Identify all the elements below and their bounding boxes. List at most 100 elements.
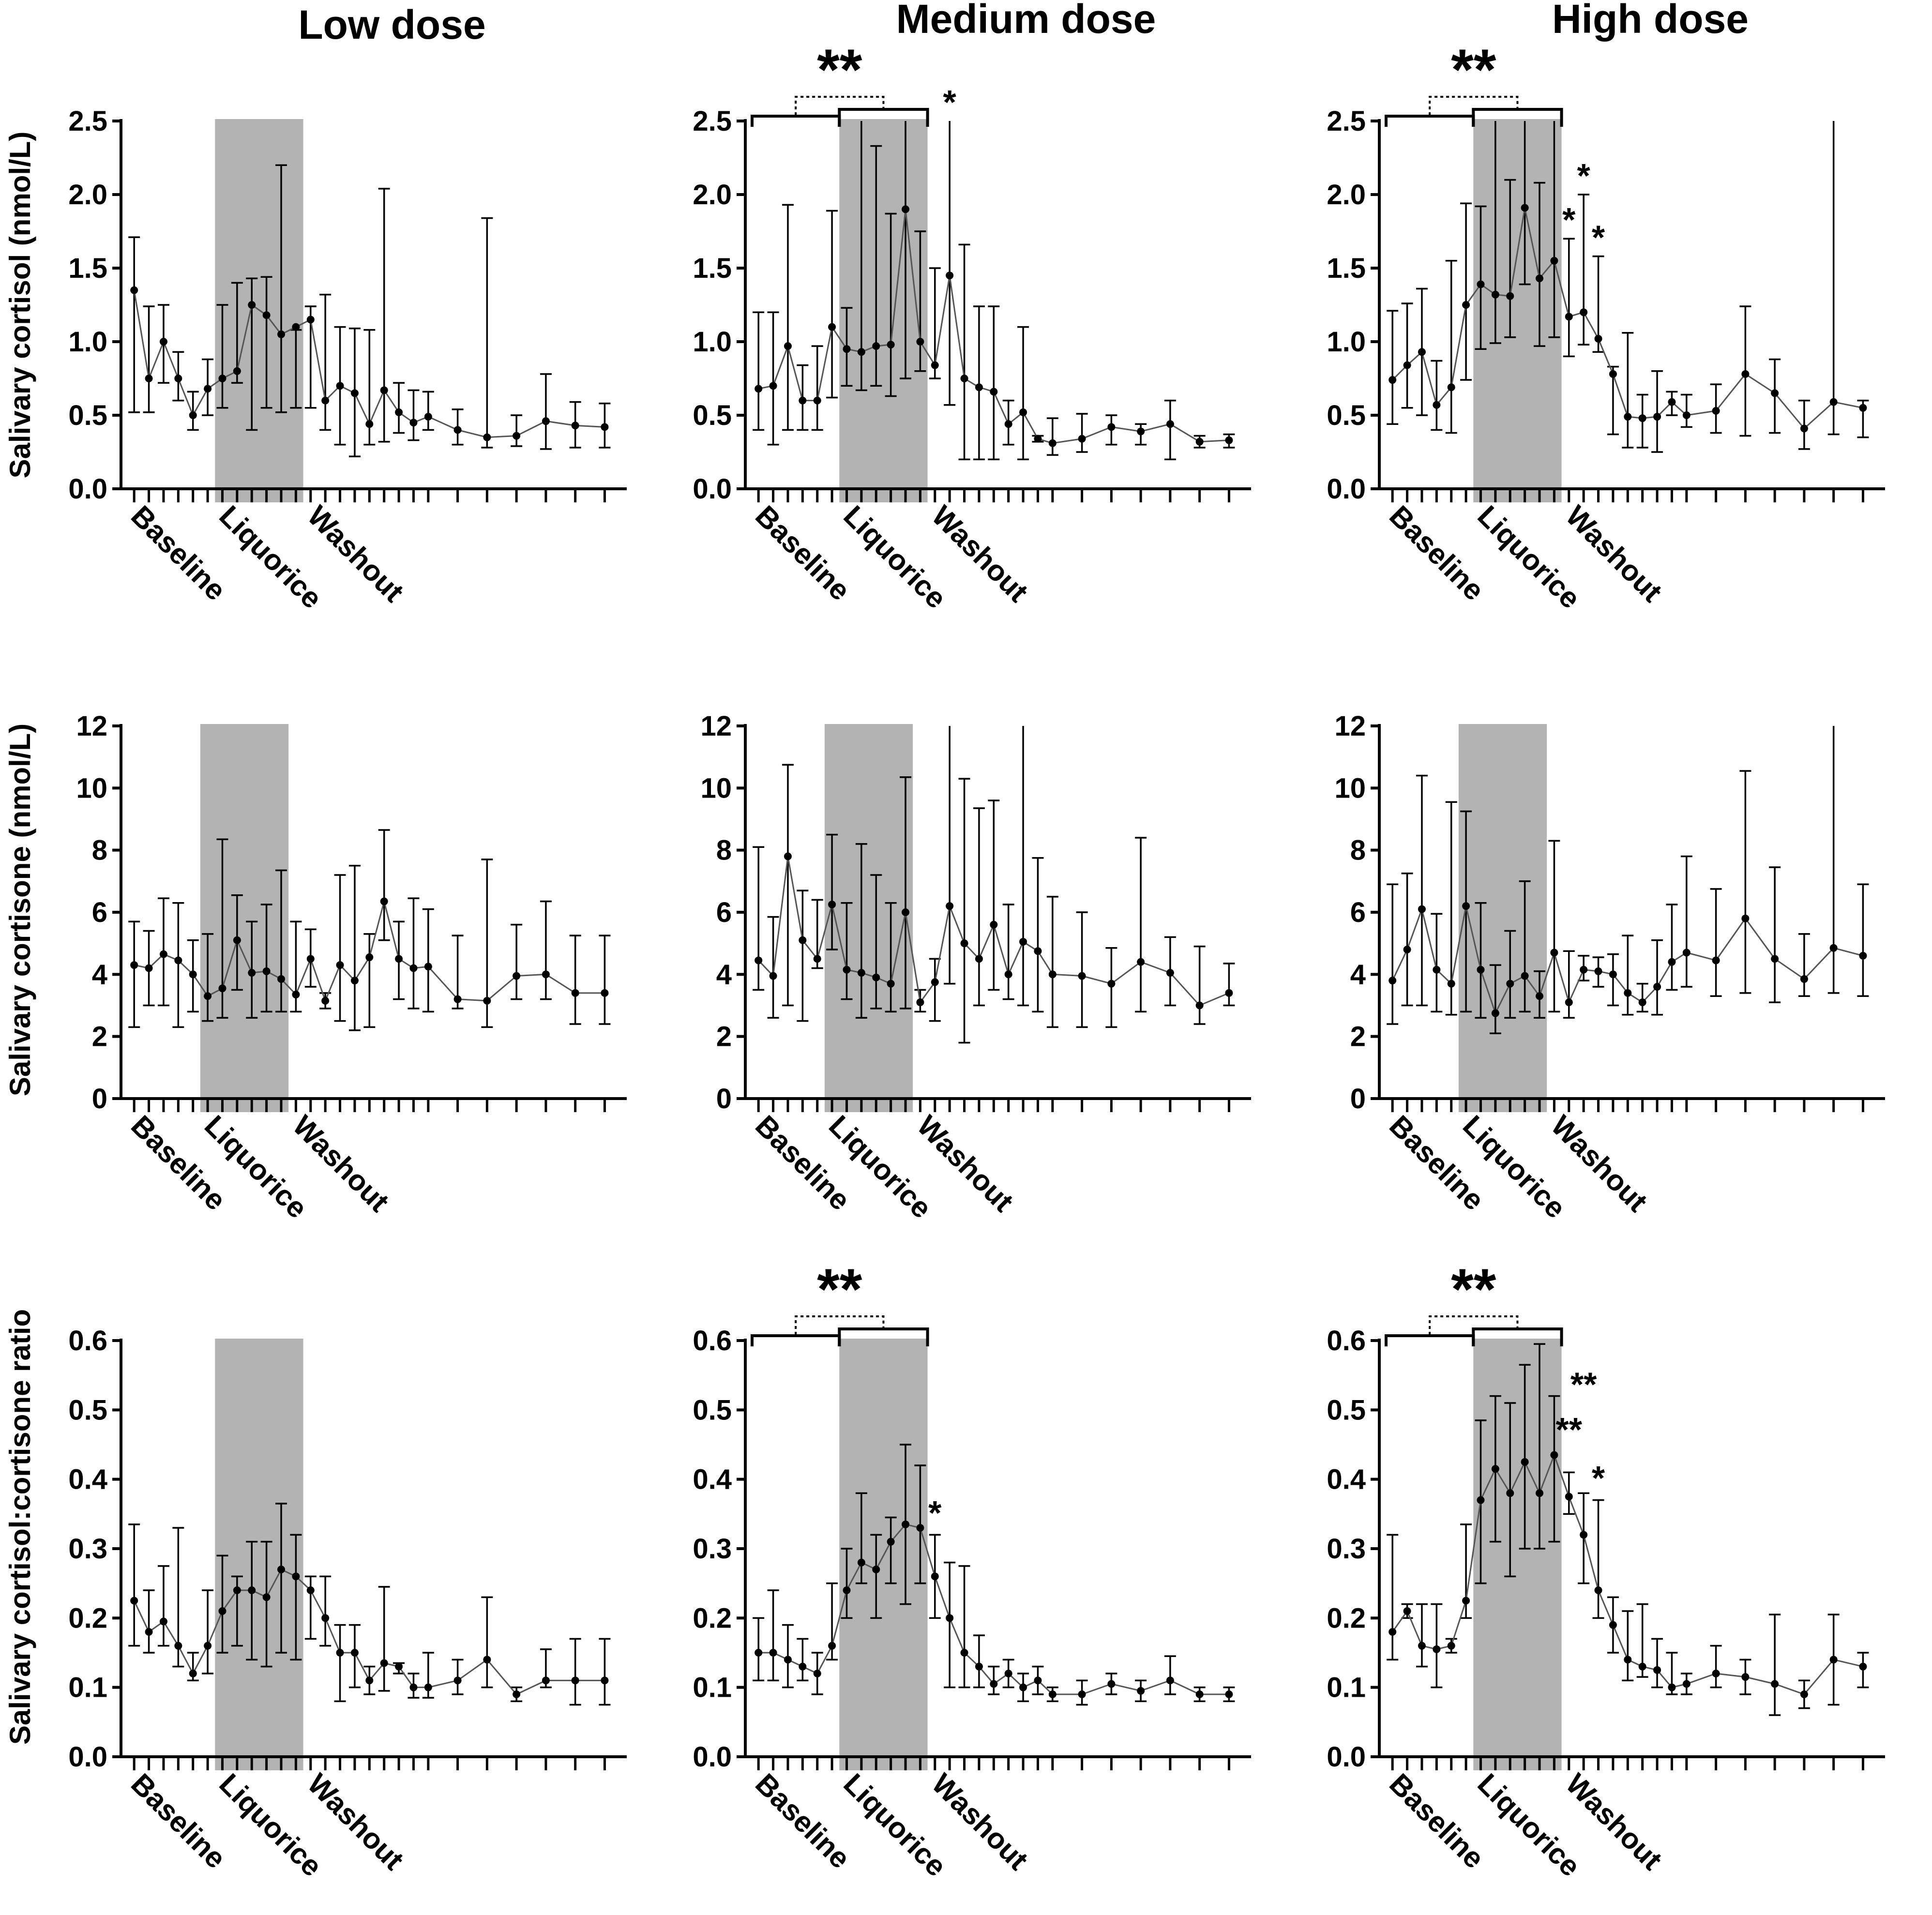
data-point: [204, 992, 212, 1000]
y-tick-label: 0.5: [693, 400, 732, 431]
y-tick-label: 0.0: [693, 1741, 732, 1773]
liquorice-shade: [200, 724, 289, 1112]
data-point: [321, 396, 330, 405]
data-point: [1624, 413, 1632, 421]
data-point: [380, 386, 388, 394]
data-point: [1004, 420, 1012, 428]
data-point: [1712, 1670, 1720, 1677]
comparison-bracket-dotted: [1429, 96, 1519, 115]
data-point: [571, 989, 579, 997]
liquorice-shade: [215, 1339, 303, 1770]
data-point: [843, 345, 851, 353]
data-point: [395, 1662, 403, 1671]
data-point: [1078, 972, 1086, 980]
data-point: [1403, 361, 1411, 369]
data-point: [769, 972, 777, 980]
y-tick-label: 0.1: [68, 1672, 107, 1704]
data-point: [931, 361, 939, 369]
y-tick-label: 1.0: [1327, 326, 1366, 358]
data-point: [542, 1676, 550, 1685]
data-point: [365, 420, 374, 428]
data-point: [1506, 292, 1514, 300]
y-tick-label: 2.5: [693, 106, 732, 137]
panel-0-2: 0.00.51.01.52.02.5BaselineLiquoriceWasho…: [1327, 37, 1885, 615]
data-point: [1004, 1670, 1012, 1677]
data-point: [248, 969, 256, 977]
data-point: [946, 271, 954, 280]
data-point: [336, 382, 344, 390]
significance-marker: **: [817, 1257, 862, 1322]
data-point: [1859, 951, 1867, 960]
y-tick-label: 0.6: [693, 1325, 732, 1357]
y-tick-label: 0.4: [1327, 1464, 1366, 1495]
data-point: [1580, 965, 1588, 974]
y-tick-label: 0.0: [68, 1741, 107, 1773]
y-tick-label: 10: [700, 772, 732, 804]
liquorice-shade: [824, 724, 913, 1112]
data-point: [159, 1617, 167, 1626]
phase-label-baseline: Baseline: [749, 499, 857, 607]
data-point: [380, 1659, 388, 1667]
data-point: [1462, 1597, 1470, 1605]
data-point: [1447, 383, 1455, 392]
data-point: [174, 375, 182, 382]
data-point: [306, 316, 315, 324]
data-point: [424, 963, 432, 971]
baseline-bracket: [751, 115, 841, 127]
data-point: [1638, 1662, 1646, 1671]
data-point: [872, 1566, 880, 1573]
data-point: [130, 961, 138, 969]
data-point: [189, 970, 197, 979]
data-point: [453, 1676, 462, 1685]
data-point: [1078, 1690, 1086, 1698]
data-point: [145, 375, 153, 382]
data-point: [1195, 1001, 1204, 1010]
data-point: [1668, 398, 1676, 406]
data-point: [130, 286, 138, 294]
data-point: [1682, 949, 1690, 957]
data-point: [1491, 1009, 1499, 1017]
liquorice-shade: [1473, 119, 1562, 502]
panels: 0.00.51.01.52.02.5BaselineLiquoriceWasho…: [68, 37, 1885, 1883]
y-tick-label: 6: [1350, 897, 1366, 928]
data-point: [1668, 1683, 1676, 1691]
data-point: [872, 973, 880, 981]
y-tick-label: 1.5: [693, 253, 732, 284]
data-point: [145, 1628, 153, 1636]
data-point: [1477, 965, 1485, 974]
significance-marker: **: [1556, 1411, 1583, 1448]
y-tick-label: 4: [1350, 959, 1366, 990]
phase-label-baseline: Baseline: [125, 499, 232, 607]
data-point: [887, 341, 895, 349]
data-point: [1550, 949, 1558, 957]
data-point: [843, 1586, 851, 1594]
data-point: [218, 375, 226, 382]
y-tick-label: 6: [716, 897, 732, 928]
data-point: [1638, 998, 1646, 1007]
data-point: [1195, 1690, 1204, 1698]
data-point: [1859, 404, 1867, 412]
data-point: [365, 953, 374, 962]
data-point: [453, 426, 462, 434]
comparison-bracket-dotted: [795, 1315, 885, 1335]
data-point: [542, 970, 550, 979]
phase-label-baseline: Baseline: [125, 1767, 232, 1875]
data-point: [233, 367, 241, 375]
data-point: [828, 323, 836, 331]
comparison-bracket-dotted: [1429, 1315, 1519, 1335]
data-point: [975, 1662, 983, 1671]
y-tick-label: 6: [92, 897, 107, 928]
y-tick-label: 0.5: [68, 400, 107, 431]
data-point: [1462, 301, 1470, 309]
significance-marker: *: [943, 83, 957, 121]
data-point: [1550, 256, 1558, 265]
data-point: [828, 900, 836, 908]
data-point: [1594, 967, 1602, 975]
y-tick-label: 0.0: [1327, 1741, 1366, 1773]
data-point: [1107, 423, 1116, 431]
data-point: [916, 998, 924, 1007]
data-point: [409, 964, 418, 972]
data-point: [990, 1680, 998, 1688]
data-point: [1800, 1690, 1808, 1698]
data-point: [1653, 1666, 1661, 1674]
